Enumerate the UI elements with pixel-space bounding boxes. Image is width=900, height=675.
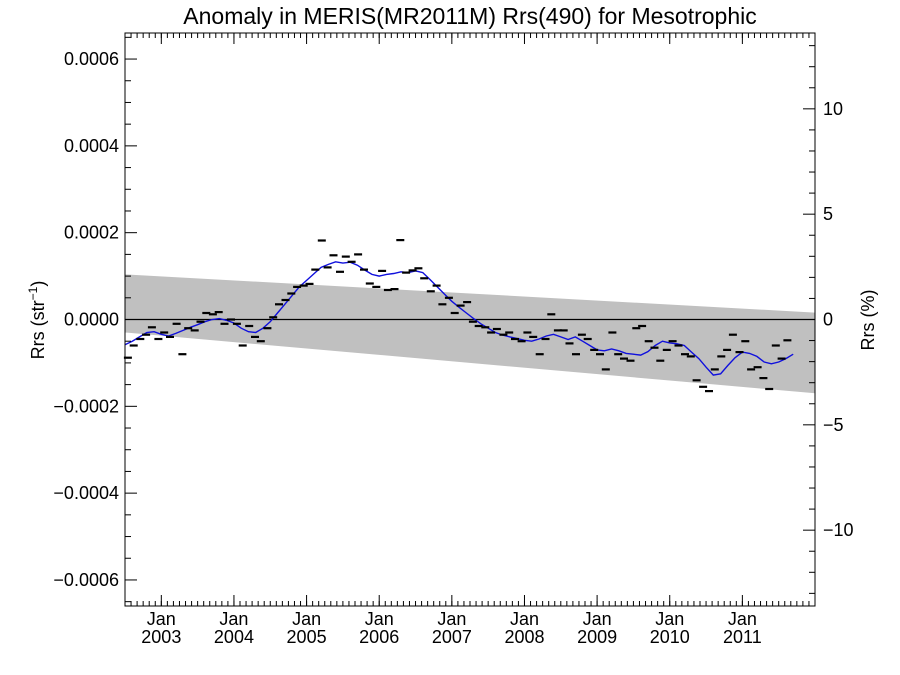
left-y-axis-label-close: ) xyxy=(28,281,48,287)
left-y-axis-label-superscript: −1 xyxy=(26,286,40,300)
x-tick-year-label: 2010 xyxy=(650,627,690,647)
left-y-axis-label: Rrs (str−1) xyxy=(26,281,48,360)
x-tick-month-label: Jan xyxy=(219,609,248,629)
x-tick-month-label: Jan xyxy=(437,609,466,629)
right-y-axis-label: Rrs (%) xyxy=(858,290,878,351)
left-tick-label: 0.0006 xyxy=(64,49,119,69)
x-tick-month-label: Jan xyxy=(655,609,684,629)
x-tick-year-label: 2004 xyxy=(214,627,254,647)
x-tick-month-label: Jan xyxy=(365,609,394,629)
x-tick-year-label: 2011 xyxy=(723,627,762,647)
x-tick-month-label: Jan xyxy=(728,609,757,629)
left-tick-label: −0.0006 xyxy=(53,570,119,590)
right-y-axis: 10 5 0 −5 −10 xyxy=(803,45,854,594)
x-tick-month-label: Jan xyxy=(147,609,176,629)
left-tick-label: 0.0004 xyxy=(64,136,119,156)
right-tick-label: 5 xyxy=(823,204,833,224)
left-tick-label: −0.0004 xyxy=(53,483,119,503)
chart-title: Anomaly in MERIS(MR2011M) Rrs(490) for M… xyxy=(183,3,756,29)
x-tick-year-label: 2005 xyxy=(287,627,327,647)
left-y-axis-label-base: Rrs (str xyxy=(28,300,48,359)
x-tick-year-label: 2009 xyxy=(577,627,617,647)
left-y-axis: 0.0006 0.0004 0.0002 0.0000 −0.0002 −0.0004 −0… xyxy=(53,36,137,603)
x-tick-month-label: Jan xyxy=(583,609,612,629)
right-tick-label: 10 xyxy=(823,99,843,119)
x-tick-year-label: 2006 xyxy=(359,627,399,647)
x-tick-year-label: 2007 xyxy=(432,627,472,647)
x-axis: Jan2003Jan2004Jan2005Jan2006Jan2007Jan20… xyxy=(130,33,810,647)
x-tick-month-label: Jan xyxy=(510,609,539,629)
plot-area xyxy=(123,239,815,394)
right-tick-label: −5 xyxy=(823,415,844,435)
uncertainty-band xyxy=(125,274,815,394)
x-tick-month-label: Jan xyxy=(292,609,321,629)
uncertainty-band-layer xyxy=(125,274,815,394)
left-tick-label: 0.0000 xyxy=(64,310,119,330)
left-tick-label: −0.0002 xyxy=(53,396,119,416)
monthly-points-layer xyxy=(123,239,792,393)
x-tick-year-label: 2003 xyxy=(141,627,181,647)
right-tick-label: 0 xyxy=(823,310,833,330)
x-tick-year-label: 2008 xyxy=(504,627,544,647)
right-tick-label: −10 xyxy=(823,520,854,540)
left-tick-label: 0.0002 xyxy=(64,223,119,243)
